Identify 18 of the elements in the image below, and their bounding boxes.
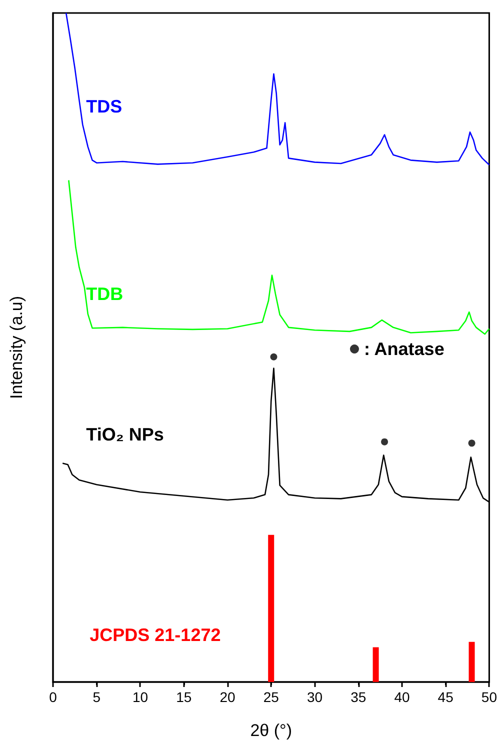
series-label: TDS — [86, 96, 122, 117]
x-tick-label: 15 — [176, 689, 192, 705]
x-tick-label: 25 — [263, 689, 280, 705]
series-label: TiO₂ NPs — [86, 424, 164, 444]
legend-label: : Anatase — [364, 339, 444, 359]
series-label: TDB — [86, 284, 124, 304]
x-tick-label: 30 — [306, 689, 323, 705]
x-tick-label: 45 — [438, 689, 454, 705]
x-tick-label: 5 — [92, 689, 101, 705]
x-tick-label: 20 — [220, 689, 236, 705]
x-tick-label: 0 — [49, 689, 58, 705]
x-tick-label: 50 — [481, 689, 498, 705]
x-tick-label: 10 — [132, 689, 148, 705]
x-tick-label: 40 — [394, 689, 410, 705]
text: JCPDS 21-1272 — [90, 625, 221, 646]
x-axis-title: 2θ (°) — [250, 721, 292, 740]
x-tick-label: 35 — [350, 689, 366, 705]
y-axis-title: Intensity (a.u) — [7, 296, 26, 399]
